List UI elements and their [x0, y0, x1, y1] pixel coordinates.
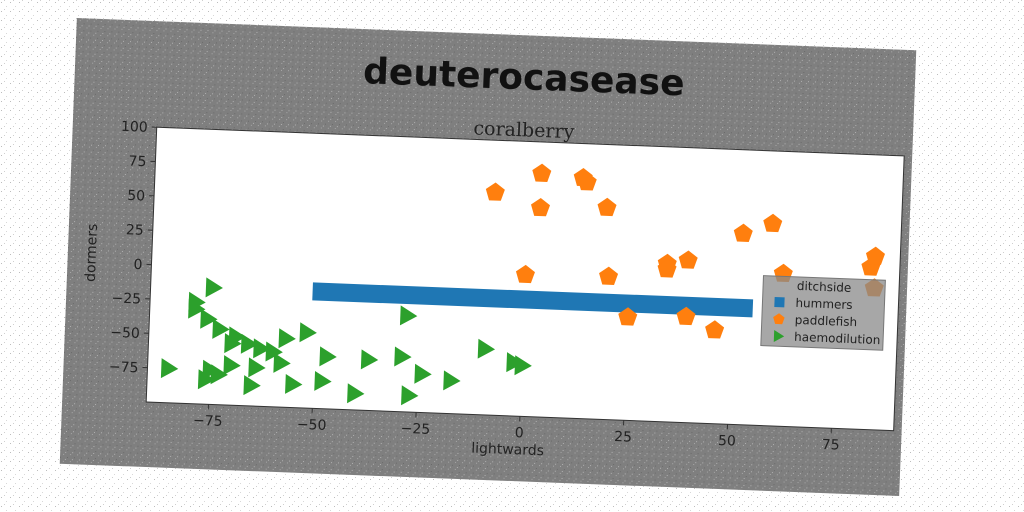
- legend-marker-haemodilution: [773, 330, 785, 343]
- y-tick-label: 75: [128, 154, 146, 171]
- point-haemodilution: [265, 341, 283, 362]
- y-axis-title: dormers: [83, 223, 101, 282]
- x-tick-label: −75: [193, 413, 223, 430]
- legend-label-paddlefish: paddlefish: [795, 313, 858, 329]
- legend-label-haemodilution: haemodilution: [794, 330, 881, 347]
- point-paddlefish: [532, 163, 552, 182]
- point-paddlefish: [531, 197, 551, 217]
- point-paddlefish: [705, 320, 725, 339]
- point-haemodilution: [223, 355, 241, 376]
- point-paddlefish: [678, 250, 698, 269]
- point-paddlefish: [657, 259, 677, 278]
- point-haemodilution: [188, 298, 206, 319]
- point-paddlefish: [599, 266, 619, 285]
- point-haemodilution: [394, 346, 412, 367]
- point-haemodilution: [210, 364, 228, 385]
- point-paddlefish: [733, 223, 753, 242]
- point-haemodilution: [414, 363, 432, 384]
- point-haemodilution: [160, 358, 179, 379]
- point-haemodilution: [200, 308, 218, 329]
- y-tick-label: −50: [110, 325, 140, 342]
- point-haemodilution: [197, 369, 216, 390]
- x-tick-label: −50: [297, 417, 327, 434]
- point-haemodilution: [401, 385, 419, 406]
- y-tick-label: 50: [127, 188, 145, 205]
- point-haemodilution: [514, 355, 532, 376]
- x-tick-label: 50: [718, 433, 736, 450]
- legend-marker-hummers: [774, 297, 785, 308]
- x-tick-label: 75: [821, 437, 839, 454]
- y-tick-label: −75: [109, 359, 139, 376]
- legend-box: [760, 275, 886, 351]
- point-haemodilution: [506, 352, 524, 373]
- legend-title: ditchside: [797, 279, 852, 295]
- point-paddlefish: [485, 182, 505, 201]
- point-paddlefish: [515, 264, 535, 284]
- figure: deuterocasease coralberry −75 −50 −25 0 25 50…: [59, 18, 917, 496]
- point-haemodilution: [285, 373, 303, 394]
- x-axis: −75 −50 −25 0 25 50 75: [193, 404, 840, 454]
- chart-subtitle: coralberry: [473, 117, 575, 143]
- point-haemodilution: [319, 346, 337, 367]
- legend-label-hummers: hummers: [795, 296, 853, 312]
- x-tick-label: 0: [514, 425, 524, 441]
- legend-marker-paddlefish: [773, 313, 785, 325]
- point-haemodilution: [443, 370, 461, 391]
- point-haemodilution: [273, 352, 291, 373]
- point-haemodilution: [399, 305, 418, 326]
- point-haemodilution: [205, 277, 223, 298]
- y-tick-label: 25: [126, 222, 144, 239]
- point-haemodilution: [314, 370, 332, 391]
- point-haemodilution: [360, 349, 379, 370]
- point-haemodilution: [347, 383, 365, 404]
- bar-hummers: [312, 282, 754, 318]
- y-tick-label: 0: [133, 257, 143, 273]
- point-haemodilution: [243, 375, 261, 396]
- point-paddlefish: [577, 172, 597, 191]
- point-paddlefish: [865, 246, 885, 265]
- point-haemodilution: [240, 333, 259, 354]
- point-haemodilution: [299, 322, 317, 343]
- y-tick-label: 100: [121, 119, 148, 136]
- x-tick-label: −25: [400, 421, 430, 438]
- point-haemodilution: [224, 333, 242, 354]
- point-haemodilution: [278, 328, 296, 349]
- x-axis-title: lightwards: [471, 441, 544, 460]
- point-paddlefish: [763, 213, 783, 233]
- y-tick-label: −25: [111, 290, 141, 307]
- point-haemodilution: [477, 338, 496, 359]
- point-paddlefish: [597, 197, 617, 217]
- x-tick-label: 25: [614, 429, 632, 446]
- point-paddlefish: [676, 306, 696, 326]
- point-haemodilution: [253, 338, 271, 359]
- point-haemodilution: [212, 318, 230, 339]
- point-paddlefish: [618, 307, 638, 326]
- y-axis: 100 75 50 25 0 −25 −50 −75: [109, 119, 157, 376]
- series-haemodilution: [160, 277, 532, 406]
- point-haemodilution: [248, 357, 266, 378]
- series-hummers: [312, 282, 754, 318]
